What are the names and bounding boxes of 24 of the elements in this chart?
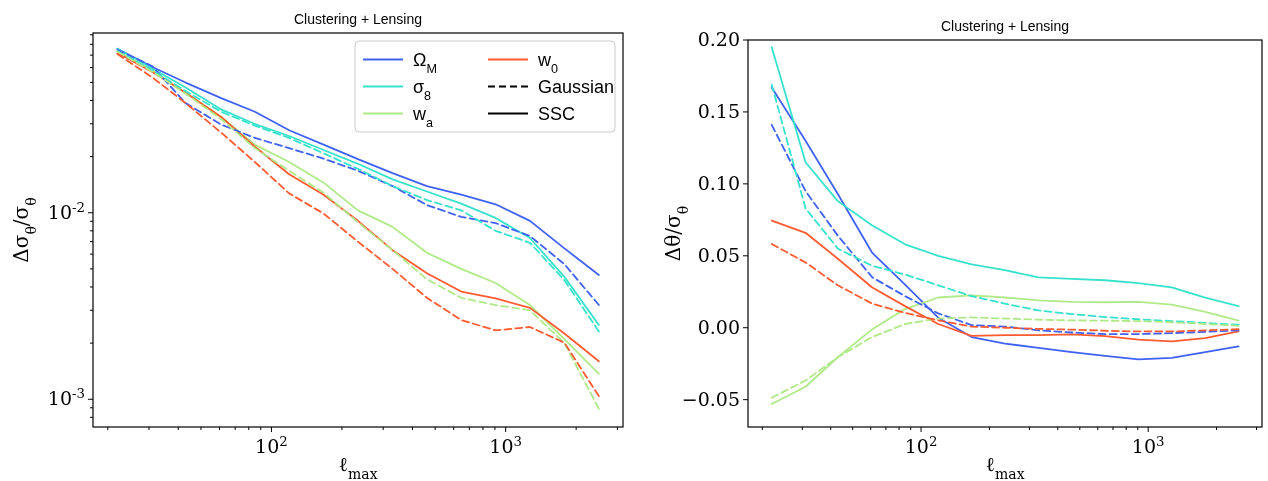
legend-label: Ω$_{M}$ xyxy=(413,49,437,76)
legend-label: σ$_{8}$ xyxy=(413,76,432,103)
y-tick-label: 10$^{-3}$ xyxy=(47,385,85,410)
legend-label: w$_{a}$ xyxy=(412,103,434,130)
y-tick-label: 0.05 xyxy=(697,243,740,266)
legend-label: SSC xyxy=(538,103,576,124)
y-tick-label: 0.20 xyxy=(697,28,740,50)
legend-label: w$_{0}$ xyxy=(537,49,559,76)
y-tick-label: 0.10 xyxy=(697,171,740,194)
line-series xyxy=(770,46,1240,308)
x-axis-title: ℓ$_{max}$ xyxy=(985,452,1025,481)
x-tick-label: 10$^{3}$ xyxy=(489,433,522,457)
legend-label: Gaussian xyxy=(538,76,615,97)
y-tick-label: 0.15 xyxy=(697,99,740,122)
y-tick-label: 10$^{-2}$ xyxy=(47,199,85,223)
x-tick-label: 10$^{2}$ xyxy=(904,433,938,457)
x-tick-label: 10$^{2}$ xyxy=(255,433,288,457)
x-tick-label: 10$^{3}$ xyxy=(1131,433,1165,457)
x-axis-title: ℓ$_{max}$ xyxy=(338,452,378,481)
line-series xyxy=(770,294,1240,405)
y-tick-label: 0.00 xyxy=(697,315,740,338)
chart-title: Clustering + Lensing xyxy=(940,18,1070,34)
y-tick-label: −0.05 xyxy=(681,387,740,410)
chart-title: Clustering + Lensing xyxy=(293,11,423,27)
